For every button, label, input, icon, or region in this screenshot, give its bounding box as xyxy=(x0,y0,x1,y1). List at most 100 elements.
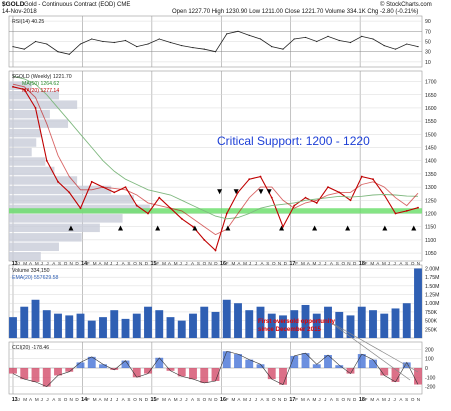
x-axis-month-bottom: M xyxy=(382,397,386,402)
x-axis-month-bottom: F xyxy=(365,397,368,402)
x-axis-month: M xyxy=(93,261,97,266)
price-label: $GOLD (Weekly) 1221.70 xyxy=(12,74,72,80)
x-axis-month-bottom: N xyxy=(139,397,142,402)
rsi-point xyxy=(181,44,183,47)
series xyxy=(12,75,419,252)
x-axis-month: 16 xyxy=(220,261,226,267)
volume-bar xyxy=(357,306,366,338)
volume-profile-bar xyxy=(9,128,41,138)
x-axis-month: J xyxy=(324,261,326,266)
cci-bar xyxy=(335,365,344,368)
x-axis-month-bottom: M xyxy=(104,397,108,402)
volume-profile-bar xyxy=(9,166,55,176)
x-axis-month: S xyxy=(266,261,269,266)
volume-bar xyxy=(110,310,119,338)
rsi-point xyxy=(349,41,352,44)
x-axis-month: 18 xyxy=(359,261,365,267)
volume-bar xyxy=(9,317,17,338)
volume-profile-bar xyxy=(9,195,134,204)
x-axis-month-bottom: J xyxy=(255,397,257,402)
x-axis-month: D xyxy=(284,261,288,266)
price-point xyxy=(417,206,419,209)
volume-bar xyxy=(335,311,344,338)
rsi-point xyxy=(124,39,127,42)
x-axis-month: S xyxy=(58,261,61,266)
rsi-point xyxy=(68,53,70,55)
x-axis-month: A xyxy=(122,261,126,266)
ma50-label: MA(50) 1264.62 xyxy=(22,81,59,87)
x-axis-month: A xyxy=(98,261,102,266)
price-point xyxy=(34,107,37,109)
x-axis-month: M xyxy=(301,261,305,266)
x-axis-month: N xyxy=(347,261,350,266)
x-axis-month-bottom: N xyxy=(417,397,420,402)
x-axis-month-bottom: M xyxy=(232,397,236,402)
cci-bar xyxy=(357,354,366,368)
price-point xyxy=(113,191,116,194)
rsi-tick: 70 xyxy=(425,29,431,35)
cci-bar xyxy=(301,353,310,368)
price-point xyxy=(315,202,318,204)
indicators xyxy=(9,30,422,387)
x-axis-month-bottom: A xyxy=(307,397,311,402)
x-axis-month: M xyxy=(23,261,27,266)
price-point xyxy=(90,180,93,183)
volume-tick: 500K xyxy=(425,319,438,325)
volume-profile-bar xyxy=(9,185,112,195)
x-axis-month-bottom: M xyxy=(370,397,374,402)
x-axis-month: M xyxy=(174,261,178,266)
rsi-point xyxy=(158,38,160,40)
price-point xyxy=(45,159,48,162)
x-axis-month-bottom: O xyxy=(64,397,68,402)
cci-bar xyxy=(256,364,265,368)
x-axis-month: A xyxy=(168,261,172,266)
x-axis-month-bottom: N xyxy=(208,397,211,402)
volume-bar xyxy=(324,306,332,338)
x-axis-month: S xyxy=(127,261,130,266)
price-point xyxy=(12,85,14,88)
x-axis-month-bottom: 18 xyxy=(359,397,365,403)
symbol: $GOLD xyxy=(2,1,25,8)
x-axis-month-bottom: O xyxy=(203,397,207,402)
price-point xyxy=(158,196,161,199)
volume-bar xyxy=(245,310,254,338)
volume-bar xyxy=(54,313,62,338)
x-axis-month: J xyxy=(185,261,187,266)
price-point xyxy=(192,225,194,228)
x-axis-month-bottom: A xyxy=(191,397,195,402)
cci-bar xyxy=(369,359,377,368)
x-axis-month-bottom: 13 xyxy=(12,397,18,403)
volume-tick: 250K xyxy=(425,327,438,333)
arrows xyxy=(68,189,417,231)
volume-bar xyxy=(346,315,355,338)
cci-tick: 100 xyxy=(425,357,434,363)
cci-bar xyxy=(132,368,141,378)
price-point xyxy=(203,238,206,241)
x-axis-month: A xyxy=(307,261,311,266)
cci-tick: 0 xyxy=(425,366,428,372)
x-axis-month-bottom: 17 xyxy=(289,397,295,403)
x-axis-month: F xyxy=(156,261,159,266)
rsi-point xyxy=(23,48,25,50)
price-tick: 1100 xyxy=(425,238,436,244)
x-axis-month-bottom: M xyxy=(174,397,178,402)
volume-tick: 2.00M xyxy=(425,266,439,272)
support-arrow xyxy=(345,225,351,231)
volume-profile-bar xyxy=(9,242,59,252)
volume-bar xyxy=(222,299,231,338)
rsi-point xyxy=(169,41,172,44)
volume-bar xyxy=(402,303,411,338)
x-axis-month-bottom: 15 xyxy=(151,397,157,403)
rsi-tick: 10 xyxy=(425,60,431,66)
cci-bar xyxy=(245,359,254,368)
rsi-point xyxy=(12,46,14,48)
x-axis-month: O xyxy=(411,261,415,266)
x-axis-month: J xyxy=(249,261,251,266)
rsi-point xyxy=(102,40,104,43)
x-axis-month: D xyxy=(353,261,357,266)
x-axis-month: 14 xyxy=(81,261,87,267)
rsi-point xyxy=(46,43,48,45)
price-point xyxy=(405,209,408,212)
cci-bar xyxy=(414,368,422,385)
